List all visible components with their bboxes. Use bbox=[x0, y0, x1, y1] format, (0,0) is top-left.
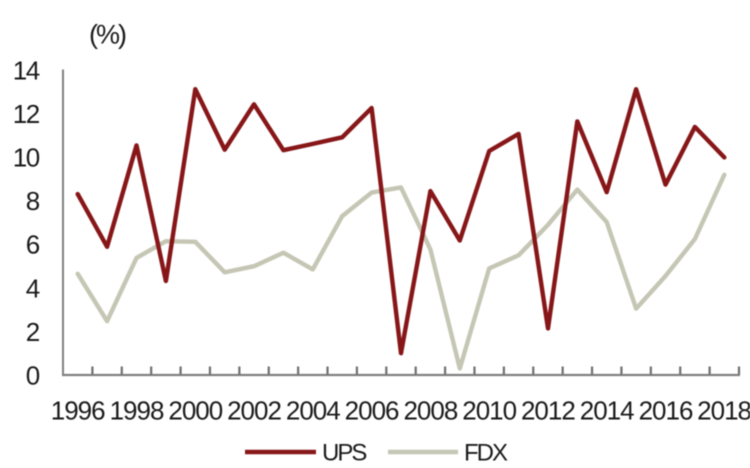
svg-text:8: 8 bbox=[26, 186, 40, 216]
svg-text:2004: 2004 bbox=[286, 396, 340, 426]
svg-text:2018: 2018 bbox=[697, 396, 750, 426]
svg-text:UPS: UPS bbox=[322, 440, 366, 467]
svg-text:2002: 2002 bbox=[227, 396, 281, 426]
svg-text:FDX: FDX bbox=[464, 440, 508, 467]
svg-text:2000: 2000 bbox=[168, 396, 222, 426]
svg-text:1998: 1998 bbox=[110, 396, 164, 426]
svg-text:(%): (%) bbox=[89, 20, 126, 50]
svg-text:14: 14 bbox=[13, 56, 40, 86]
svg-text:2016: 2016 bbox=[639, 396, 693, 426]
svg-text:4: 4 bbox=[26, 273, 40, 303]
svg-text:2010: 2010 bbox=[462, 396, 516, 426]
svg-text:12: 12 bbox=[13, 99, 40, 129]
svg-text:0: 0 bbox=[26, 360, 40, 390]
svg-text:1996: 1996 bbox=[51, 396, 105, 426]
svg-text:2012: 2012 bbox=[521, 396, 575, 426]
svg-text:6: 6 bbox=[26, 230, 40, 260]
svg-text:2006: 2006 bbox=[345, 396, 399, 426]
svg-text:2008: 2008 bbox=[403, 396, 457, 426]
svg-text:2: 2 bbox=[26, 317, 40, 347]
svg-text:2014: 2014 bbox=[580, 396, 634, 426]
svg-text:10: 10 bbox=[13, 143, 40, 173]
